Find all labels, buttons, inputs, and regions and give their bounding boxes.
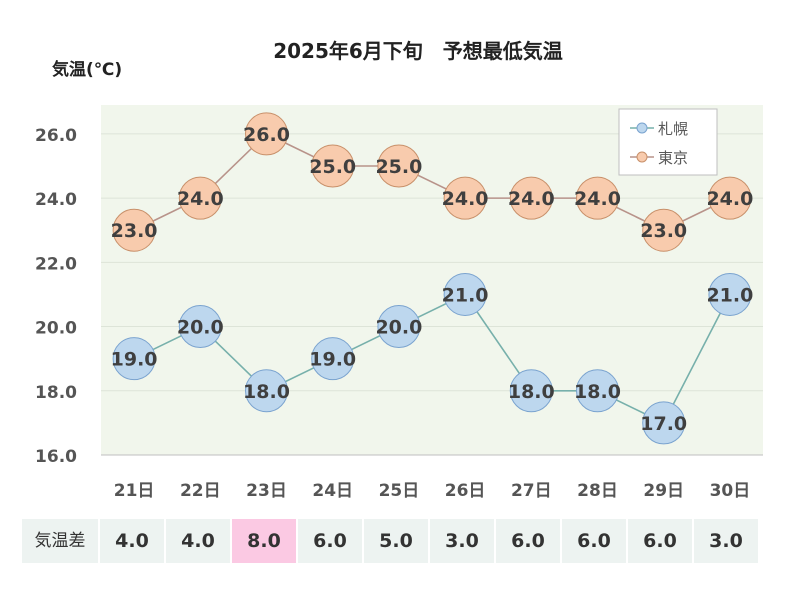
data-point-sapporo bbox=[377, 305, 421, 349]
diff-cell: 3.0 bbox=[430, 519, 496, 563]
data-point-tokyo bbox=[112, 208, 156, 252]
data-point-tokyo bbox=[377, 144, 421, 188]
y-tick-label: 18.0 bbox=[35, 383, 77, 403]
legend-box bbox=[618, 108, 718, 176]
data-label-tokyo: 24.0 bbox=[442, 188, 489, 210]
data-label-sapporo: 17.0 bbox=[640, 413, 687, 435]
data-label-sapporo: 21.0 bbox=[442, 284, 489, 306]
data-label-tokyo: 25.0 bbox=[375, 156, 422, 178]
y-axis-label: 気温(℃) bbox=[51, 59, 122, 80]
y-tick-label: 26.0 bbox=[35, 126, 77, 146]
x-tick-label: 25日 bbox=[379, 481, 420, 501]
x-tick-label: 22日 bbox=[180, 481, 221, 501]
x-axis-ticks: 21日 22日 23日 24日 25日 26日 27日 28日 29日 30日 bbox=[114, 481, 750, 501]
data-point-tokyo bbox=[708, 176, 752, 220]
data-label-sapporo: 20.0 bbox=[177, 317, 224, 339]
legend-marker-tokyo bbox=[636, 151, 648, 163]
x-tick-label: 23日 bbox=[246, 481, 287, 501]
data-label-tokyo: 24.0 bbox=[508, 188, 555, 210]
data-point-sapporo bbox=[642, 401, 686, 445]
temperature-difference-row: 気温差 4.0 4.0 8.0 6.0 5.0 3.0 6.0 6.0 6.0 … bbox=[22, 519, 760, 563]
x-tick-label: 29日 bbox=[643, 481, 684, 501]
data-label-sapporo: 18.0 bbox=[574, 381, 621, 403]
data-point-tokyo bbox=[576, 176, 619, 220]
legend-label-sapporo: 札幌 bbox=[658, 120, 688, 138]
data-point-sapporo bbox=[245, 369, 288, 413]
diff-cell: 6.0 bbox=[562, 519, 628, 563]
data-point-tokyo bbox=[443, 176, 487, 220]
data-label-sapporo: 18.0 bbox=[508, 381, 555, 403]
data-point-sapporo bbox=[112, 337, 156, 381]
diff-cell: 6.0 bbox=[496, 519, 562, 563]
x-tick-label: 26日 bbox=[445, 481, 486, 501]
y-tick-label: 22.0 bbox=[35, 254, 77, 274]
diff-cell: 4.0 bbox=[100, 519, 166, 563]
y-tick-label: 16.0 bbox=[35, 447, 77, 467]
diff-cell: 8.0 bbox=[232, 519, 298, 563]
data-point-sapporo bbox=[178, 305, 222, 349]
data-label-tokyo: 23.0 bbox=[640, 220, 687, 242]
data-label-sapporo: 18.0 bbox=[243, 381, 290, 403]
series-lines bbox=[133, 132, 731, 424]
data-point-tokyo bbox=[509, 176, 553, 220]
x-tick-label: 24日 bbox=[312, 481, 353, 501]
diff-row-label: 気温差 bbox=[22, 519, 100, 563]
data-point-tokyo bbox=[178, 176, 222, 220]
data-point-tokyo bbox=[311, 144, 355, 188]
x-tick-label: 21日 bbox=[114, 481, 155, 501]
diff-cell: 3.0 bbox=[694, 519, 760, 563]
line-chart: 16.0 18.0 20.0 22.0 24.0 26.0 21日 22日 23日 24日 25日… bbox=[35, 39, 763, 501]
data-label-tokyo: 23.0 bbox=[111, 220, 158, 242]
data-label-sapporo: 20.0 bbox=[375, 317, 422, 339]
y-axis-ticks: 16.0 18.0 20.0 22.0 24.0 26.0 bbox=[35, 126, 77, 467]
data-label-tokyo: 24.0 bbox=[177, 188, 224, 210]
diff-cell: 4.0 bbox=[166, 519, 232, 563]
legend-label-tokyo: 東京 bbox=[658, 149, 688, 167]
y-tick-label: 20.0 bbox=[35, 319, 77, 339]
x-tick-label: 28日 bbox=[577, 481, 618, 501]
diff-cell: 5.0 bbox=[364, 519, 430, 563]
data-point-sapporo bbox=[443, 272, 487, 316]
x-tick-label: 27日 bbox=[511, 481, 552, 501]
data-point-tokyo bbox=[642, 208, 686, 252]
y-tick-label: 24.0 bbox=[35, 190, 77, 210]
data-label-sapporo: 21.0 bbox=[706, 284, 753, 306]
data-point-sapporo bbox=[576, 369, 619, 413]
series-points: 19.0 20.0 18.0 19.0 20.0 21.0 18.0 18.0 17.0 21.0… bbox=[111, 112, 753, 445]
diff-cell: 6.0 bbox=[298, 519, 364, 563]
data-label-tokyo: 25.0 bbox=[309, 156, 356, 178]
data-label-sapporo: 19.0 bbox=[309, 349, 356, 371]
data-point-sapporo bbox=[708, 272, 752, 316]
chart-title: 2025年6月下旬 予想最低気温 bbox=[273, 39, 563, 63]
data-point-sapporo bbox=[509, 369, 553, 413]
data-label-tokyo: 26.0 bbox=[243, 124, 290, 146]
legend-marker-sapporo bbox=[636, 122, 648, 134]
x-tick-label: 30日 bbox=[710, 481, 751, 501]
series-line-sapporo bbox=[133, 293, 731, 424]
diff-cell: 6.0 bbox=[628, 519, 694, 563]
data-label-sapporo: 19.0 bbox=[111, 349, 158, 371]
data-label-tokyo: 24.0 bbox=[706, 188, 753, 210]
data-label-tokyo: 24.0 bbox=[574, 188, 621, 210]
series-line-tokyo bbox=[133, 132, 731, 232]
data-point-tokyo bbox=[245, 112, 288, 156]
data-point-sapporo bbox=[311, 337, 355, 381]
legend: 札幌 東京 bbox=[618, 108, 718, 176]
